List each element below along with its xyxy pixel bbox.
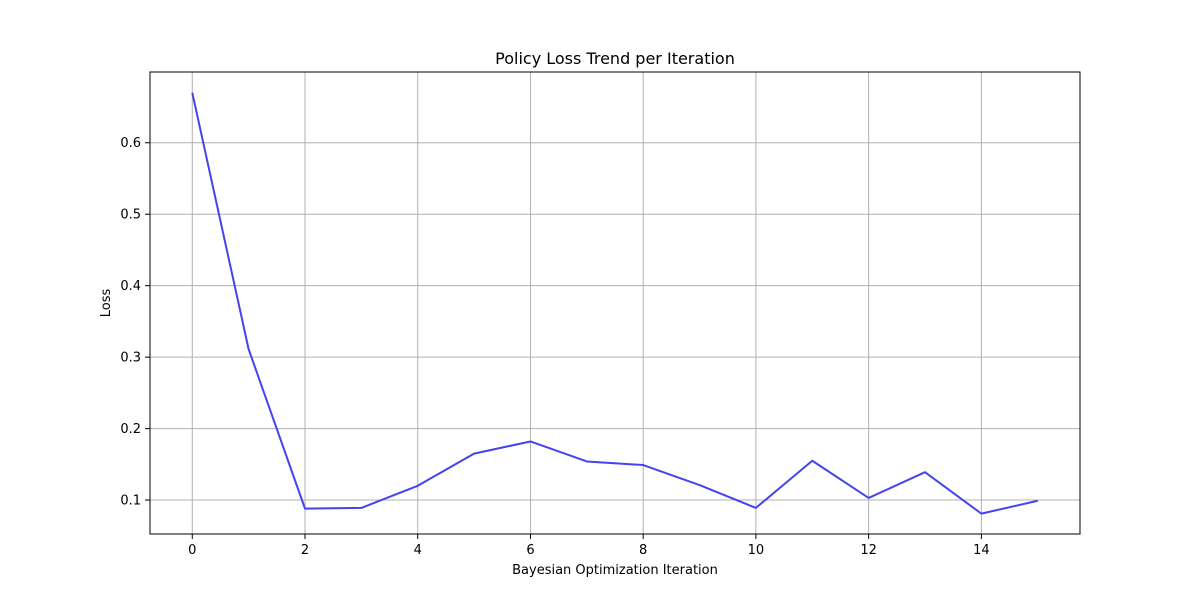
y-axis-ticks: 0.1 0.2 0.3 0.4 0.5 0.6 <box>120 136 150 509</box>
series-line <box>191 92 1038 515</box>
series-layer <box>191 92 1038 515</box>
plot-frame <box>149 71 1081 535</box>
x-tick-label: 4 <box>414 543 422 558</box>
x-tick-label: 2 <box>301 543 309 558</box>
chart-title: Policy Loss Trend per Iteration <box>495 49 735 68</box>
x-tick-label: 6 <box>526 543 534 558</box>
x-axis-label: Bayesian Optimization Iteration <box>512 563 718 578</box>
y-axis-label: Loss <box>99 289 114 318</box>
x-tick-label: 14 <box>973 543 990 558</box>
y-tick-label: 0.4 <box>120 279 141 294</box>
y-tick-label: 0.1 <box>120 494 141 509</box>
y-tick-label: 0.6 <box>120 136 141 151</box>
x-tick-label: 0 <box>188 543 196 558</box>
y-tick-label: 0.5 <box>120 208 141 223</box>
y-tick-label: 0.3 <box>120 351 141 366</box>
y-tick-label: 0.2 <box>120 422 141 437</box>
x-tick-label: 12 <box>860 543 877 558</box>
x-axis-ticks: 0 2 4 6 8 10 12 14 <box>188 534 990 558</box>
x-tick-label: 8 <box>639 543 647 558</box>
x-tick-label: 10 <box>748 543 765 558</box>
grid-layer <box>150 72 1080 534</box>
